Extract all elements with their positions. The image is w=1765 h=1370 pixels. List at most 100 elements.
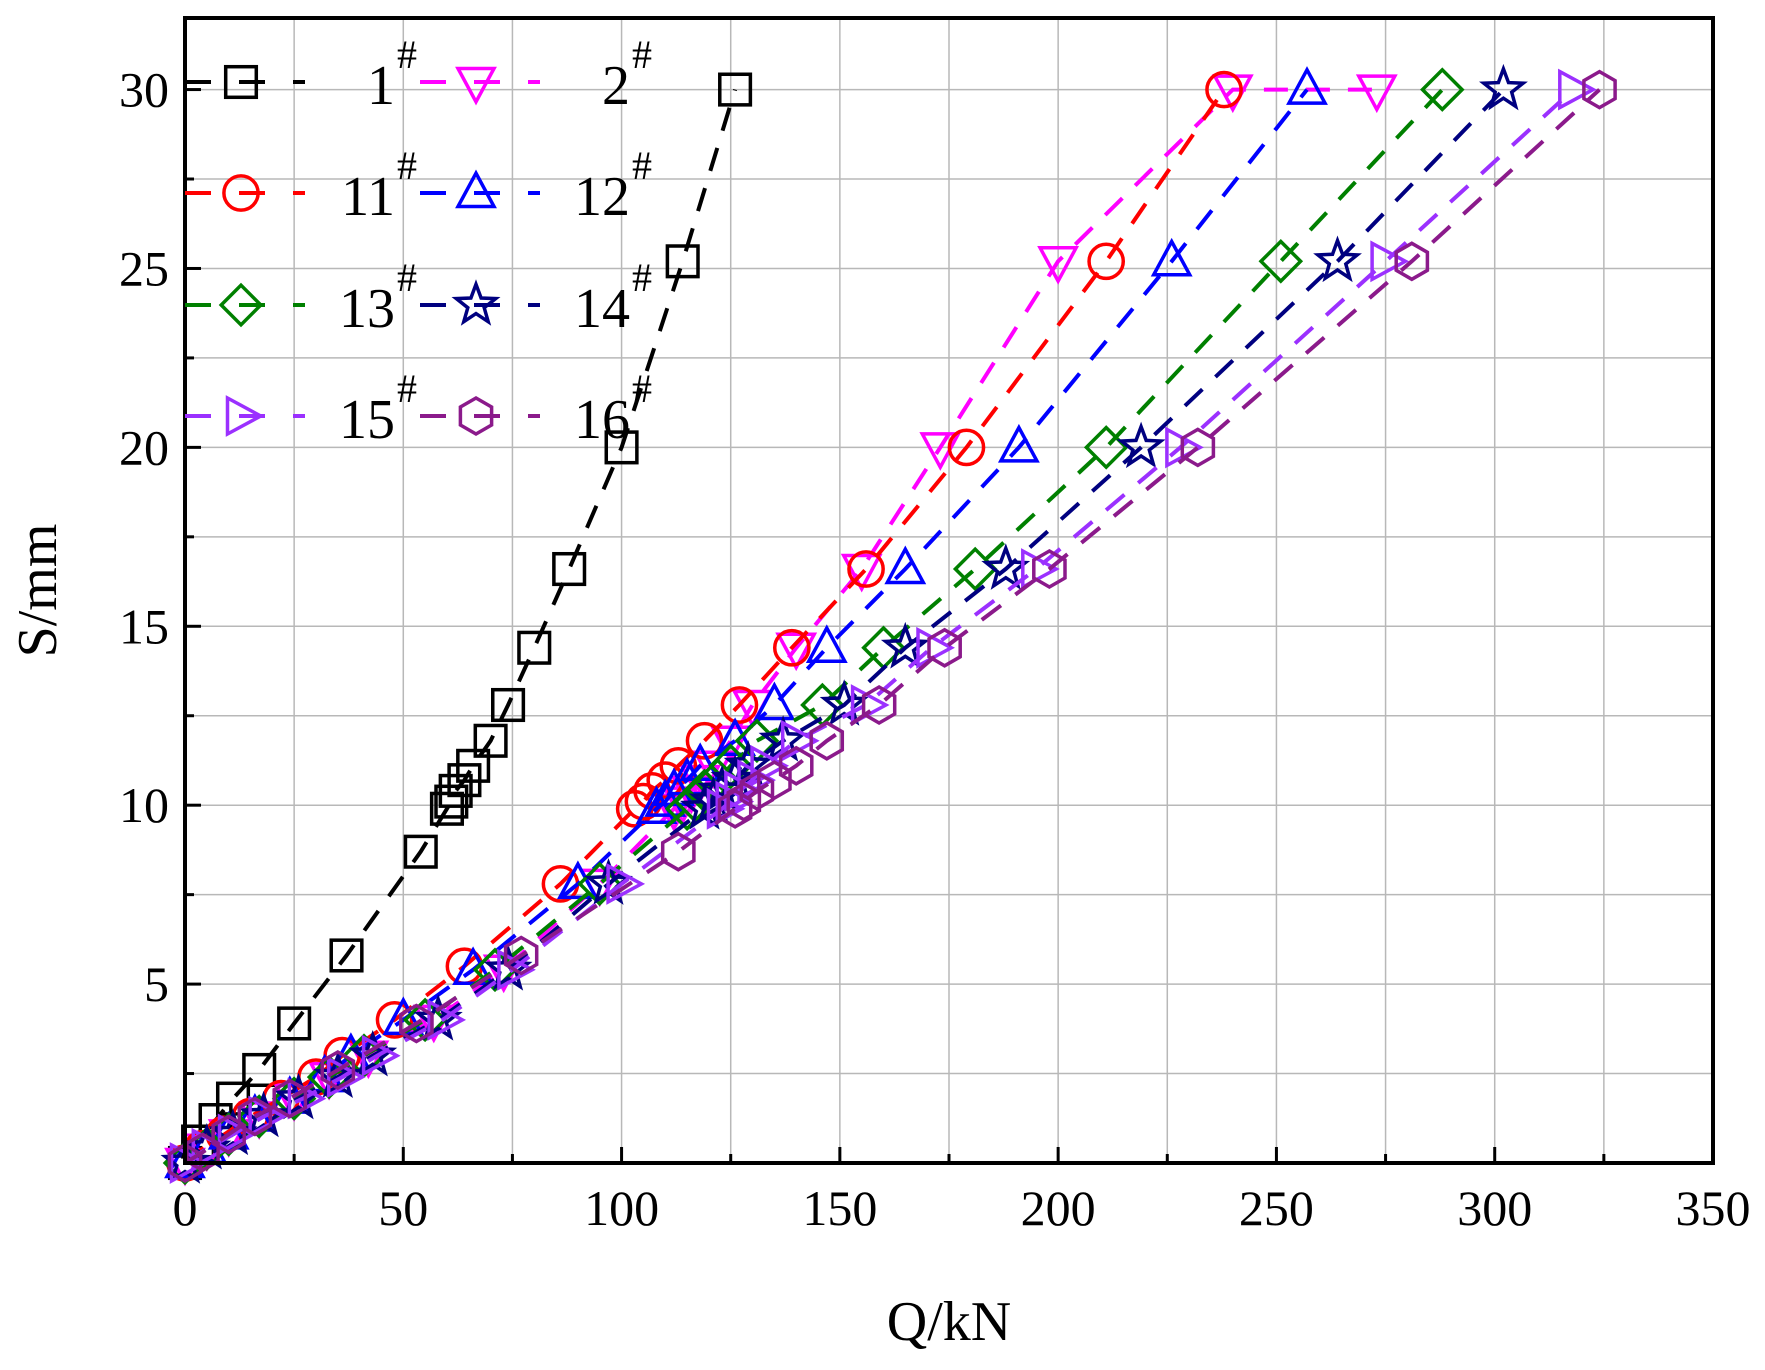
data-point bbox=[927, 627, 962, 668]
series-layer bbox=[160, 63, 1617, 1187]
data-point bbox=[517, 630, 552, 665]
series-16 bbox=[167, 69, 1617, 1184]
data-point bbox=[997, 423, 1040, 463]
data-point bbox=[840, 553, 883, 593]
data-point bbox=[491, 687, 526, 723]
y-axis-title: S/mm bbox=[7, 524, 69, 658]
y-tick-label: 5 bbox=[144, 956, 169, 1012]
legend-marker bbox=[455, 66, 497, 106]
data-point bbox=[1479, 63, 1528, 111]
y-tick-label: 25 bbox=[119, 240, 169, 296]
data-point bbox=[775, 632, 818, 672]
data-point bbox=[805, 624, 848, 664]
legend-label: 12 bbox=[574, 166, 630, 228]
x-axis-title: Q/kN bbox=[887, 1291, 1011, 1353]
data-point bbox=[1021, 548, 1060, 590]
data-point bbox=[375, 1001, 414, 1039]
data-point bbox=[1037, 246, 1080, 285]
data-point bbox=[1558, 68, 1597, 111]
data-point bbox=[503, 935, 539, 976]
legend-label: 13 bbox=[339, 278, 395, 340]
data-point bbox=[429, 791, 464, 826]
x-tick-label: 300 bbox=[1457, 1180, 1532, 1236]
legend-item: 15# bbox=[185, 366, 417, 451]
data-point bbox=[660, 831, 696, 872]
x-tick-label: 150 bbox=[802, 1180, 877, 1236]
data-point bbox=[717, 788, 753, 829]
grid bbox=[185, 18, 1713, 1163]
data-point bbox=[1286, 66, 1328, 105]
data-point bbox=[606, 862, 646, 905]
y-tick-label: 20 bbox=[119, 419, 169, 475]
data-point bbox=[473, 723, 508, 758]
data-point bbox=[685, 721, 724, 760]
data-point bbox=[167, 1142, 203, 1184]
data-point bbox=[718, 72, 753, 107]
legend-label-sup: # bbox=[632, 366, 652, 411]
data-point bbox=[757, 760, 792, 801]
data-point bbox=[1150, 237, 1193, 277]
data-point bbox=[1355, 74, 1398, 114]
legend-label: 11 bbox=[341, 166, 395, 228]
legend-item: 12# bbox=[420, 143, 652, 228]
data-point bbox=[624, 782, 663, 821]
data-point bbox=[604, 430, 639, 465]
data-point bbox=[552, 551, 587, 587]
data-point bbox=[723, 740, 773, 787]
data-point bbox=[399, 1003, 434, 1044]
legend-label-sup: # bbox=[397, 366, 417, 411]
y-tick-label: 10 bbox=[119, 777, 169, 833]
data-point bbox=[714, 717, 757, 757]
legend-label-sup: # bbox=[632, 32, 652, 77]
legend-marker bbox=[222, 174, 260, 212]
data-point bbox=[242, 1052, 277, 1088]
legend-label: 1 bbox=[367, 55, 395, 117]
legend-item: 13# bbox=[185, 255, 417, 340]
data-point bbox=[402, 997, 448, 1043]
data-point bbox=[1116, 421, 1166, 469]
data-point bbox=[880, 621, 930, 669]
data-point bbox=[1370, 240, 1410, 283]
data-point bbox=[1582, 69, 1617, 110]
legend: 1#2#11#12#13#14#15#16# bbox=[185, 32, 652, 451]
data-point bbox=[1205, 70, 1243, 109]
data-point bbox=[438, 773, 473, 808]
legend-label: 2 bbox=[602, 55, 630, 117]
data-point bbox=[847, 550, 885, 588]
data-point bbox=[809, 720, 845, 761]
data-point bbox=[272, 1078, 308, 1119]
data-point bbox=[427, 998, 467, 1041]
legend-item: 11# bbox=[185, 143, 417, 228]
data-point bbox=[1313, 235, 1362, 283]
y-tick-label: 30 bbox=[119, 62, 169, 118]
data-point bbox=[665, 244, 700, 279]
legend-marker bbox=[458, 395, 494, 437]
data-point bbox=[753, 681, 796, 721]
data-point bbox=[819, 679, 869, 726]
data-point bbox=[1420, 67, 1465, 112]
legend-label: 15 bbox=[339, 389, 395, 451]
legend-marker bbox=[451, 279, 501, 326]
data-point bbox=[1087, 242, 1126, 281]
data-point bbox=[772, 628, 811, 667]
data-point bbox=[739, 770, 775, 811]
data-point bbox=[211, 1114, 246, 1155]
data-point bbox=[981, 543, 1031, 590]
data-point bbox=[456, 748, 491, 783]
legend-label-sup: # bbox=[397, 255, 417, 300]
data-point bbox=[248, 1095, 288, 1138]
legend-label-sup: # bbox=[397, 143, 417, 188]
legend-marker bbox=[455, 169, 497, 209]
data-point bbox=[750, 744, 790, 787]
legend-marker bbox=[218, 282, 264, 328]
x-tick-label: 0 bbox=[173, 1180, 198, 1236]
x-tick-label: 50 bbox=[378, 1180, 428, 1236]
data-point bbox=[884, 545, 927, 585]
data-point bbox=[434, 784, 469, 819]
series-line bbox=[183, 89, 738, 1165]
data-point bbox=[861, 684, 897, 726]
legend-item: 1# bbox=[185, 32, 417, 117]
x-tick-label: 250 bbox=[1239, 1180, 1314, 1236]
legend-label: 16 bbox=[574, 389, 630, 451]
